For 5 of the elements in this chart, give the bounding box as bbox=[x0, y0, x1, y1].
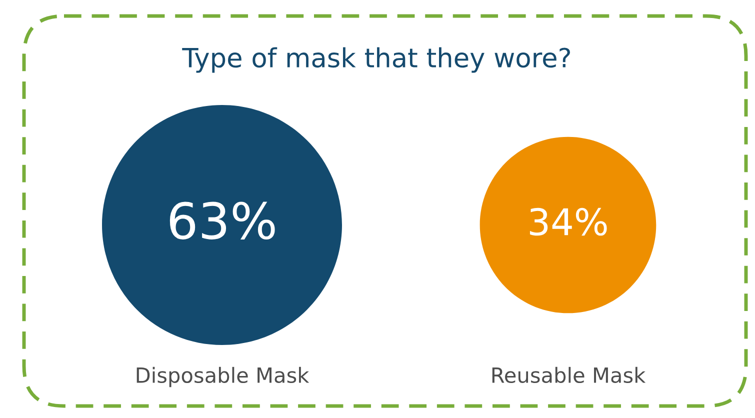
data-label: 34% bbox=[530, 208, 607, 236]
category-label: Reusable Mask bbox=[492, 366, 646, 384]
text: Type of mask that they wore? bbox=[182, 47, 570, 73]
data-label: 63% bbox=[170, 202, 275, 240]
category-label: Disposable Mask bbox=[136, 366, 310, 388]
